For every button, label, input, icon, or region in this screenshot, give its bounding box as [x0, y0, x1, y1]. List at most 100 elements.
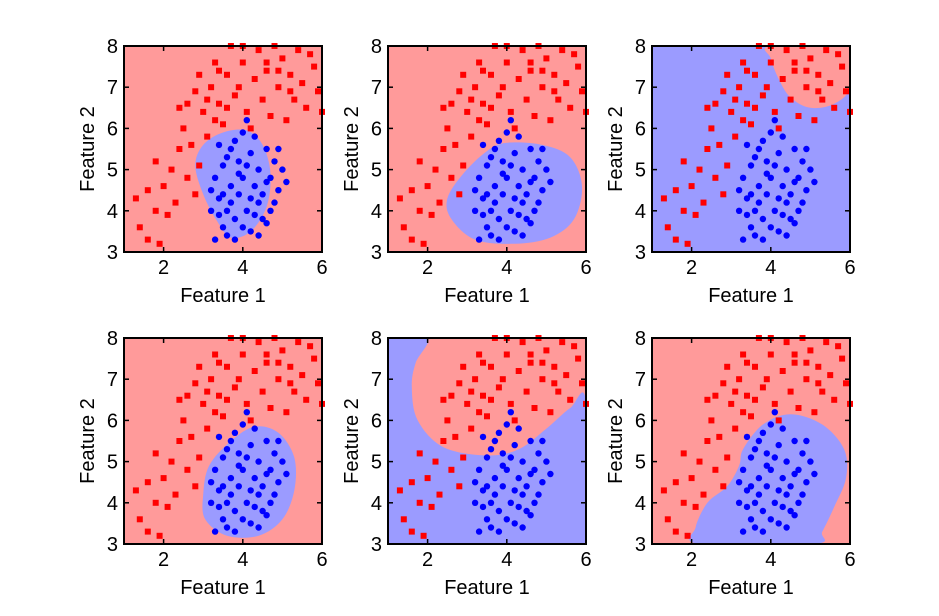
point-red-29: [507, 400, 514, 407]
point-blue-40: [223, 154, 231, 161]
point-red-47: [575, 63, 582, 70]
point-blue-47: [283, 470, 290, 478]
point-red-22: [200, 400, 207, 407]
point-red-47: [311, 63, 318, 70]
point-blue-32: [767, 224, 774, 231]
point-red-19: [204, 133, 211, 140]
point-blue-31: [759, 528, 767, 535]
point-blue-14: [247, 520, 254, 527]
point-red-3: [408, 528, 415, 535]
point-blue-31: [231, 528, 239, 535]
point-red-32: [476, 351, 483, 358]
point-blue-23: [795, 499, 802, 506]
point-blue-35: [763, 170, 770, 177]
point-red-1: [136, 516, 143, 523]
point-red-8: [680, 450, 687, 457]
point-blue-18: [519, 491, 526, 498]
point-blue-43: [515, 503, 522, 511]
point-red-58: [551, 88, 558, 95]
point-blue-34: [483, 483, 491, 490]
point-blue-13: [507, 207, 514, 214]
point-red-14: [180, 417, 187, 424]
y-tick-label: 8: [635, 328, 646, 350]
point-blue-40: [487, 446, 495, 453]
point-blue-21: [791, 145, 798, 153]
point-red-27: [495, 384, 502, 391]
point-red-35: [783, 339, 790, 346]
point-red-18: [448, 392, 455, 399]
point-blue-49: [227, 199, 235, 206]
point-blue-45: [791, 220, 798, 227]
point-blue-36: [775, 487, 782, 494]
point-blue-35: [499, 462, 506, 469]
point-blue-16: [247, 441, 254, 449]
x-tick-label: 6: [580, 257, 591, 279]
point-red-39: [267, 405, 274, 411]
point-blue-8: [495, 507, 503, 515]
point-red-36: [527, 359, 534, 366]
point-red-34: [259, 96, 266, 103]
point-red-54: [196, 71, 203, 78]
point-red-54: [724, 363, 731, 370]
point-red-49: [571, 51, 578, 58]
point-red-20: [212, 117, 219, 124]
point-red-32: [212, 351, 219, 358]
point-red-6: [688, 183, 695, 190]
point-red-5: [156, 532, 163, 539]
point-red-39: [531, 405, 538, 411]
point-red-26: [220, 413, 226, 420]
point-red-22: [728, 400, 735, 407]
point-blue-36: [247, 487, 254, 494]
point-blue-23: [795, 207, 802, 214]
point-blue-45: [527, 512, 534, 519]
point-red-57: [791, 59, 798, 66]
x-tick-label: 6: [844, 549, 855, 571]
point-blue-37: [523, 191, 530, 198]
point-blue-6: [483, 162, 491, 169]
point-blue-6: [219, 454, 227, 461]
point-red-46: [567, 396, 574, 403]
point-red-29: [771, 400, 778, 407]
y-tick-label: 3: [635, 242, 646, 264]
point-blue-4: [223, 499, 231, 506]
point-red-27: [231, 384, 238, 391]
point-blue-0: [739, 236, 747, 243]
y-tick-label: 3: [635, 534, 646, 556]
point-red-25: [488, 71, 494, 78]
point-blue-11: [763, 450, 770, 457]
point-blue-29: [479, 433, 487, 441]
x-axis-label: Feature 1: [444, 577, 530, 599]
point-red-16: [724, 162, 731, 169]
point-red-16: [460, 454, 467, 461]
point-red-59: [275, 359, 282, 366]
point-red-24: [480, 100, 486, 107]
point-blue-18: [255, 491, 262, 498]
point-blue-27: [251, 425, 258, 432]
point-blue-4: [487, 499, 495, 506]
point-blue-6: [219, 162, 227, 169]
point-blue-20: [783, 458, 790, 465]
point-blue-14: [247, 228, 254, 235]
point-red-8: [152, 158, 159, 165]
point-red-58: [815, 88, 822, 95]
point-blue-2: [735, 207, 743, 214]
point-red-53: [224, 396, 230, 403]
point-red-32: [740, 59, 747, 66]
point-red-4: [416, 499, 423, 506]
point-blue-46: [539, 437, 546, 445]
point-red-34: [523, 96, 530, 103]
point-blue-23: [267, 499, 274, 506]
point-red-49: [571, 343, 578, 350]
point-red-21: [192, 88, 199, 95]
point-blue-43: [251, 503, 258, 511]
point-red-48: [579, 88, 585, 95]
point-blue-15: [503, 129, 510, 136]
point-red-4: [680, 207, 687, 214]
point-red-39: [795, 405, 802, 411]
point-red-25: [488, 363, 494, 370]
point-blue-48: [519, 232, 526, 239]
point-blue-30: [223, 232, 231, 239]
point-red-59: [539, 67, 546, 74]
point-blue-13: [771, 499, 778, 506]
point-blue-12: [239, 466, 246, 473]
